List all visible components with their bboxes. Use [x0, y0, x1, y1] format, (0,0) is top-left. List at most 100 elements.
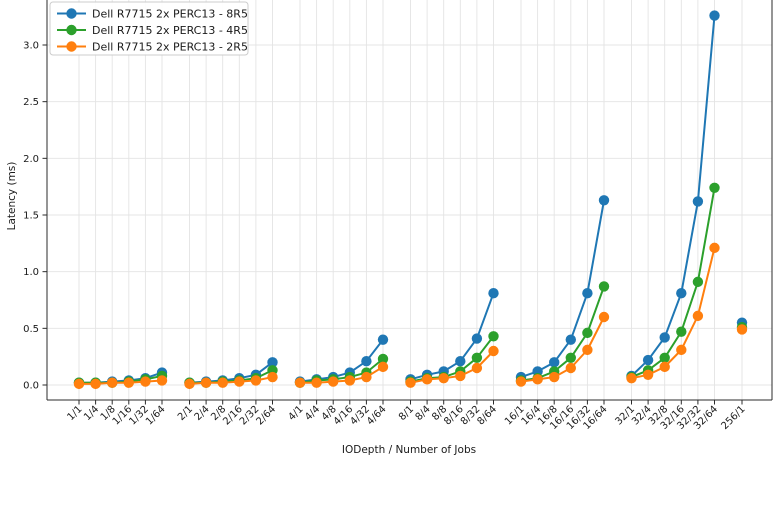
- x-tick-label: 4/1: [286, 404, 305, 423]
- data-point: [659, 361, 670, 373]
- y-tick-label: 0.5: [23, 324, 39, 335]
- data-point: [471, 333, 483, 344]
- data-point: [107, 377, 118, 388]
- data-point: [123, 377, 134, 388]
- data-point: [676, 344, 687, 356]
- data-point: [488, 331, 499, 342]
- data-point: [361, 356, 372, 367]
- data-point: [471, 362, 483, 374]
- x-tick-label: 4/4: [303, 404, 322, 423]
- data-point: [709, 182, 720, 194]
- x-tick-label: 1/64: [144, 404, 168, 428]
- y-tick-label: 2.0: [23, 154, 39, 165]
- data-point: [582, 288, 593, 299]
- data-point: [692, 276, 704, 288]
- legend-marker: [66, 24, 77, 36]
- x-tick-label: 8/64: [475, 404, 499, 428]
- data-point: [642, 354, 654, 366]
- data-point: [515, 376, 527, 387]
- data-point: [565, 334, 576, 345]
- data-point: [709, 242, 720, 254]
- data-point: [455, 370, 466, 382]
- data-point: [184, 378, 195, 390]
- legend-marker: [66, 8, 77, 19]
- legend-label: Dell R7715 2x PERC13 - 2R5: [92, 40, 248, 53]
- data-point: [377, 334, 389, 345]
- data-point: [73, 378, 85, 390]
- data-point: [565, 352, 576, 364]
- data-point: [598, 195, 610, 206]
- x-tick-label: 2/1: [176, 404, 195, 423]
- data-point: [642, 369, 654, 380]
- data-point: [311, 377, 322, 388]
- x-tick-label: 1/1: [65, 404, 84, 423]
- data-point: [549, 371, 560, 383]
- x-tick-label: 2/64: [254, 404, 278, 428]
- data-point: [736, 324, 748, 335]
- data-point: [692, 310, 704, 322]
- series-2r5: [73, 242, 748, 390]
- legend: Dell R7715 2x PERC13 - 8R5 Dell R7715 2x …: [49, 1, 249, 56]
- data-point: [90, 378, 101, 390]
- y-tick-label: 3.0: [23, 41, 39, 52]
- legend-marker: [66, 41, 77, 52]
- data-point: [659, 352, 670, 364]
- data-point: [140, 376, 151, 387]
- y-tick-label: 0.0: [23, 381, 39, 392]
- legend-item: Dell R7715 2x PERC13 - 8R5: [57, 7, 248, 20]
- series-line: [630, 14, 716, 377]
- data-point: [471, 352, 483, 364]
- data-point: [676, 326, 687, 337]
- data-point: [344, 375, 355, 386]
- x-axis-title: IODepth / Number of Jobs: [342, 444, 476, 456]
- data-point: [234, 376, 245, 387]
- data-point: [361, 371, 372, 383]
- data-point: [598, 281, 610, 292]
- data-point: [582, 344, 593, 356]
- legend-label: Dell R7715 2x PERC13 - 8R5: [92, 7, 248, 20]
- data-point: [488, 345, 499, 357]
- data-point: [598, 311, 610, 323]
- data-point: [267, 371, 278, 383]
- data-point: [377, 361, 389, 373]
- data-point: [549, 357, 560, 368]
- y-axis-title: Latency (ms): [6, 162, 18, 231]
- data-point: [565, 362, 576, 374]
- legend-label: Dell R7715 2x PERC13 - 4R5: [92, 24, 248, 37]
- data-point: [455, 356, 466, 367]
- x-tick-label: 4/64: [365, 404, 389, 428]
- x-tick-label: 8/4: [414, 404, 433, 423]
- y-tick-label: 1.0: [23, 267, 39, 278]
- data-point: [217, 377, 228, 388]
- y-tick-label: 1.5: [23, 211, 39, 222]
- x-tick-label: 256/1: [719, 404, 747, 432]
- x-tick-label: 2/4: [193, 404, 212, 423]
- data-point: [377, 353, 389, 365]
- series-layer: [73, 10, 748, 390]
- data-point: [156, 375, 168, 386]
- data-point: [294, 377, 306, 388]
- data-point: [676, 288, 687, 299]
- data-point: [488, 288, 499, 299]
- data-point: [709, 10, 720, 21]
- data-point: [328, 376, 339, 387]
- data-point: [200, 377, 212, 388]
- grid-layer: [47, 0, 772, 400]
- data-point: [659, 332, 670, 343]
- data-point: [626, 373, 637, 384]
- data-point: [405, 377, 416, 388]
- data-point: [250, 375, 262, 386]
- y-tick-label: 2.5: [23, 97, 39, 108]
- data-point: [692, 196, 704, 207]
- data-point: [421, 374, 433, 385]
- legend-item: Dell R7715 2x PERC13 - 4R5: [57, 24, 248, 37]
- x-tick-label: 8/1: [397, 404, 416, 423]
- data-point: [532, 374, 543, 385]
- legend-box: [49, 1, 249, 56]
- legend-item: Dell R7715 2x PERC13 - 2R5: [57, 40, 248, 53]
- data-point: [267, 357, 278, 368]
- x-tick-label: 1/4: [82, 404, 101, 423]
- data-point: [582, 327, 593, 339]
